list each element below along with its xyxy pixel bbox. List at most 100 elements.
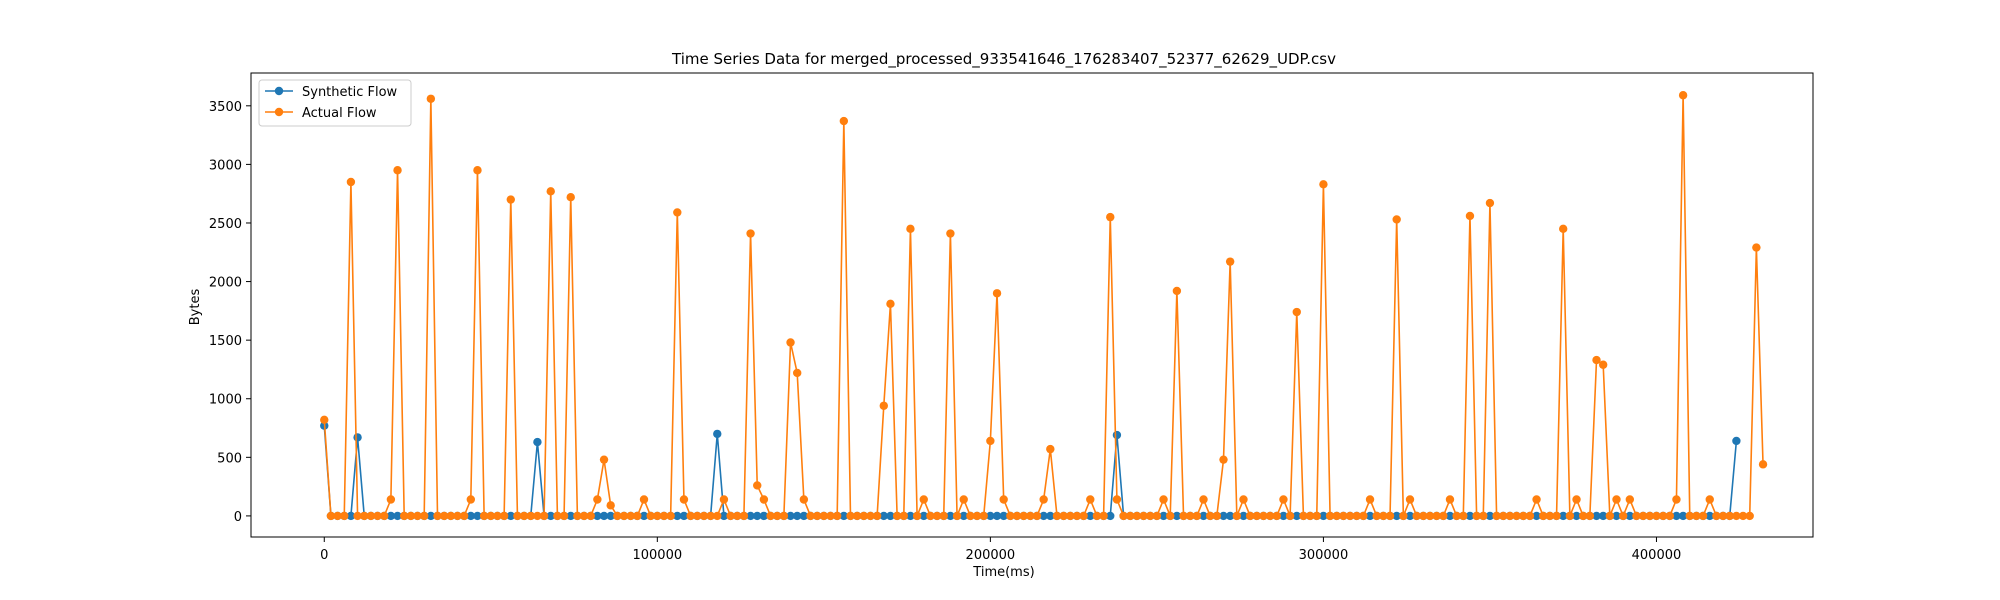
data-point: [1485, 511, 1495, 521]
data-point: [1192, 511, 1202, 521]
data-point: [879, 401, 888, 410]
data-point: [426, 511, 436, 521]
data-point: [506, 195, 515, 204]
data-point: [326, 511, 336, 521]
data-point: [839, 116, 849, 126]
series-synthetic-flow: [320, 421, 1741, 521]
data-point: [499, 511, 509, 521]
legend-box: [258, 79, 412, 127]
data-point: [1225, 257, 1235, 266]
data-point: [406, 511, 416, 521]
data-point: [1039, 511, 1048, 521]
data-point: [1412, 511, 1421, 521]
data-point: [892, 511, 902, 521]
data-point: [819, 511, 829, 521]
data-point: [1678, 91, 1688, 100]
data-point: [1225, 511, 1235, 521]
legend-label: Synthetic Flow: [302, 85, 398, 100]
data-point: [799, 511, 809, 521]
data-point: [546, 511, 555, 521]
data-point: [1552, 511, 1561, 521]
data-point: [539, 511, 549, 521]
plot-area: [250, 72, 1814, 538]
data-point: [759, 511, 769, 521]
data-point: [1245, 511, 1255, 521]
y-axis-label: Bytes: [188, 289, 203, 326]
data-point: [1106, 511, 1115, 521]
data-point: [1672, 495, 1681, 504]
y-tick-label: 2000: [209, 276, 242, 291]
data-point: [513, 511, 522, 521]
data-point: [919, 511, 928, 521]
data-point: [1705, 495, 1714, 504]
x-tick-label: 200000: [966, 548, 1016, 563]
data-point: [1665, 511, 1674, 521]
data-point: [1319, 511, 1328, 521]
data-point: [639, 511, 649, 521]
data-point: [1019, 511, 1028, 521]
data-point: [986, 511, 995, 521]
data-point: [713, 429, 722, 439]
data-point: [726, 511, 735, 521]
data-point: [1092, 511, 1102, 521]
data-point: [1645, 511, 1655, 521]
data-point: [753, 481, 762, 490]
data-point: [1625, 511, 1635, 521]
data-point: [1066, 511, 1075, 521]
x-tick-label: 400000: [1632, 548, 1682, 563]
y-tick-label: 3500: [209, 100, 242, 115]
data-point: [1166, 511, 1175, 521]
data-point: [679, 495, 689, 504]
data-point: [353, 433, 362, 442]
data-point: [553, 511, 562, 521]
data-point: [1405, 511, 1415, 521]
data-point: [1539, 511, 1548, 521]
data-point: [1339, 511, 1348, 521]
data-point: [1179, 511, 1188, 521]
data-point: [1285, 511, 1295, 521]
data-point: [466, 511, 476, 521]
data-point: [1532, 511, 1541, 521]
data-point: [1499, 511, 1508, 521]
data-point: [646, 511, 655, 521]
data-point: [1372, 511, 1381, 521]
data-point: [1152, 511, 1162, 521]
data-point: [1592, 511, 1601, 521]
data-point: [593, 511, 602, 521]
data-point: [346, 511, 356, 521]
data-point: [486, 511, 495, 521]
data-point: [1405, 495, 1415, 504]
data-point: [773, 511, 782, 521]
x-axis: 0 100000 200000 300000 400000: [320, 537, 1681, 563]
y-tick-label: 3000: [209, 158, 242, 173]
data-point: [906, 224, 915, 234]
data-point: [333, 511, 342, 521]
data-point: [533, 511, 542, 521]
data-point: [573, 511, 582, 521]
data-point: [1479, 511, 1488, 521]
data-point: [1658, 511, 1668, 521]
data-point: [1385, 511, 1395, 521]
data-point: [1292, 307, 1301, 317]
data-point: [1652, 511, 1661, 521]
data-point: [952, 511, 962, 521]
data-point: [1126, 511, 1135, 521]
data-point: [1672, 511, 1681, 521]
data-point: [1072, 511, 1082, 521]
data-point: [1598, 360, 1608, 369]
data-point: [1678, 511, 1688, 521]
data-point: [1559, 224, 1568, 234]
data-point: [799, 495, 809, 504]
data-point: [1505, 511, 1515, 521]
chart-title: Time Series Data for merged_processed_93…: [671, 50, 1336, 69]
data-point: [939, 511, 948, 521]
data-point: [1612, 495, 1621, 504]
data-point: [659, 511, 669, 521]
data-point: [706, 511, 715, 521]
data-point: [1525, 511, 1535, 521]
data-point: [1632, 511, 1641, 521]
legend-marker: [274, 86, 284, 96]
data-point: [353, 511, 362, 521]
data-point: [439, 511, 449, 521]
